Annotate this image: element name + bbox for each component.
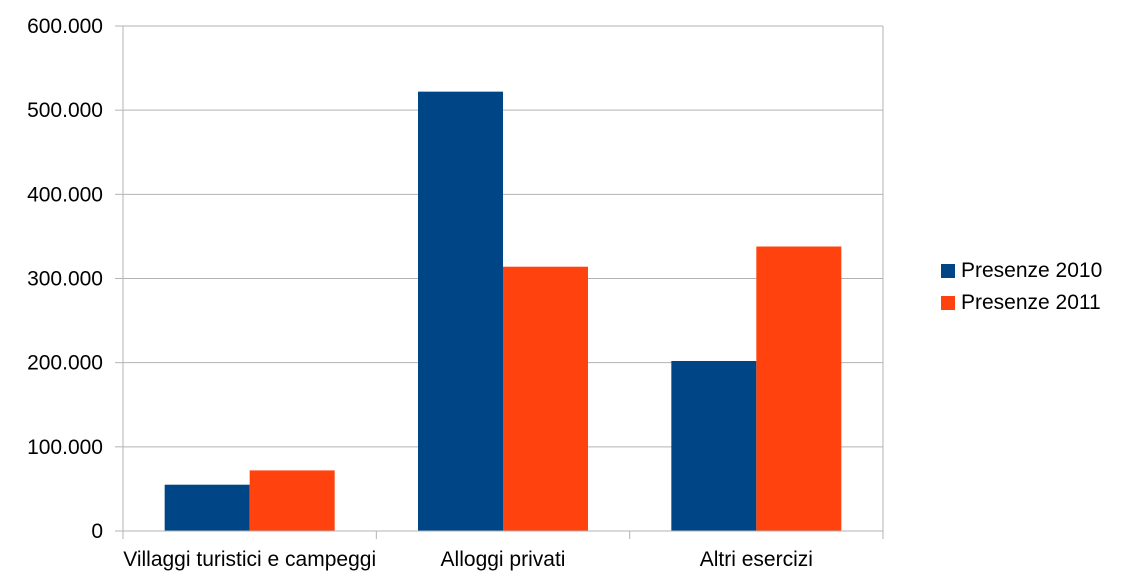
x-tick-label: Villaggi turistici e campeggi bbox=[123, 548, 376, 571]
x-tick-label: Alloggi privati bbox=[441, 548, 566, 571]
bar bbox=[249, 470, 335, 531]
legend-swatch bbox=[941, 296, 955, 310]
x-tick-label: Altri esercizi bbox=[700, 548, 813, 571]
legend: Presenze 2010 Presenze 2011 bbox=[941, 255, 1102, 319]
legend-label: Presenze 2011 bbox=[961, 291, 1101, 314]
legend-label: Presenze 2010 bbox=[961, 259, 1103, 282]
bar bbox=[418, 91, 503, 532]
legend-item: Presenze 2011 bbox=[941, 287, 1102, 319]
legend-swatch bbox=[941, 264, 955, 278]
y-tick-label: 400.000 bbox=[27, 183, 103, 206]
bar bbox=[756, 246, 842, 531]
legend-item: Presenze 2010 bbox=[941, 255, 1102, 287]
bar bbox=[164, 484, 250, 531]
y-tick-label: 500.000 bbox=[27, 99, 103, 122]
bar bbox=[671, 360, 757, 531]
y-tick-label: 0 bbox=[91, 520, 103, 543]
y-tick-label: 200.000 bbox=[27, 352, 103, 375]
bar bbox=[503, 266, 588, 531]
y-tick-label: 600.000 bbox=[27, 15, 103, 38]
y-tick-label: 100.000 bbox=[27, 436, 103, 459]
y-tick-label: 300.000 bbox=[27, 268, 103, 291]
